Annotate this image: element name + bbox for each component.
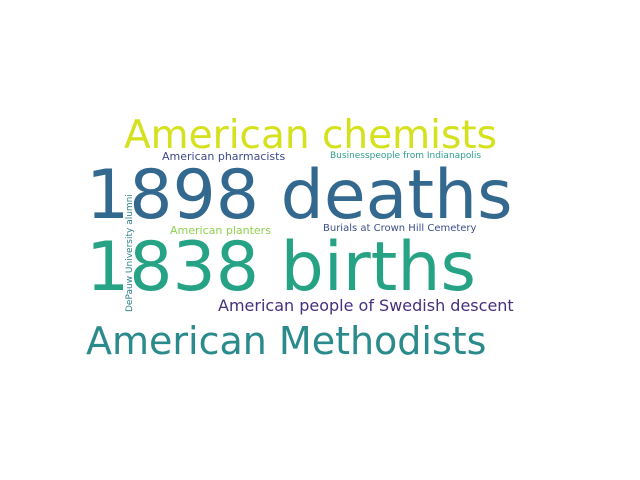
word-burials-at-crown-hill-cemetery: Burials at Crown Hill Cemetery (323, 223, 477, 234)
word-1898-deaths: 1898 deaths (86, 156, 513, 235)
word-american-people-of-swedish-descent: American people of Swedish descent (218, 296, 514, 315)
word-american-methodists: American Methodists (86, 319, 487, 363)
word-businesspeople-from-indianapolis: Businesspeople from Indianapolis (330, 151, 482, 161)
word-depauw-university-alumni: DePauw University alumni (125, 194, 135, 312)
word-american-pharmacists: American pharmacists (162, 150, 286, 163)
word-1838-births: 1838 births (86, 228, 476, 307)
word-american-chemists: American chemists (124, 113, 497, 158)
word-american-planters: American planters (170, 224, 271, 237)
